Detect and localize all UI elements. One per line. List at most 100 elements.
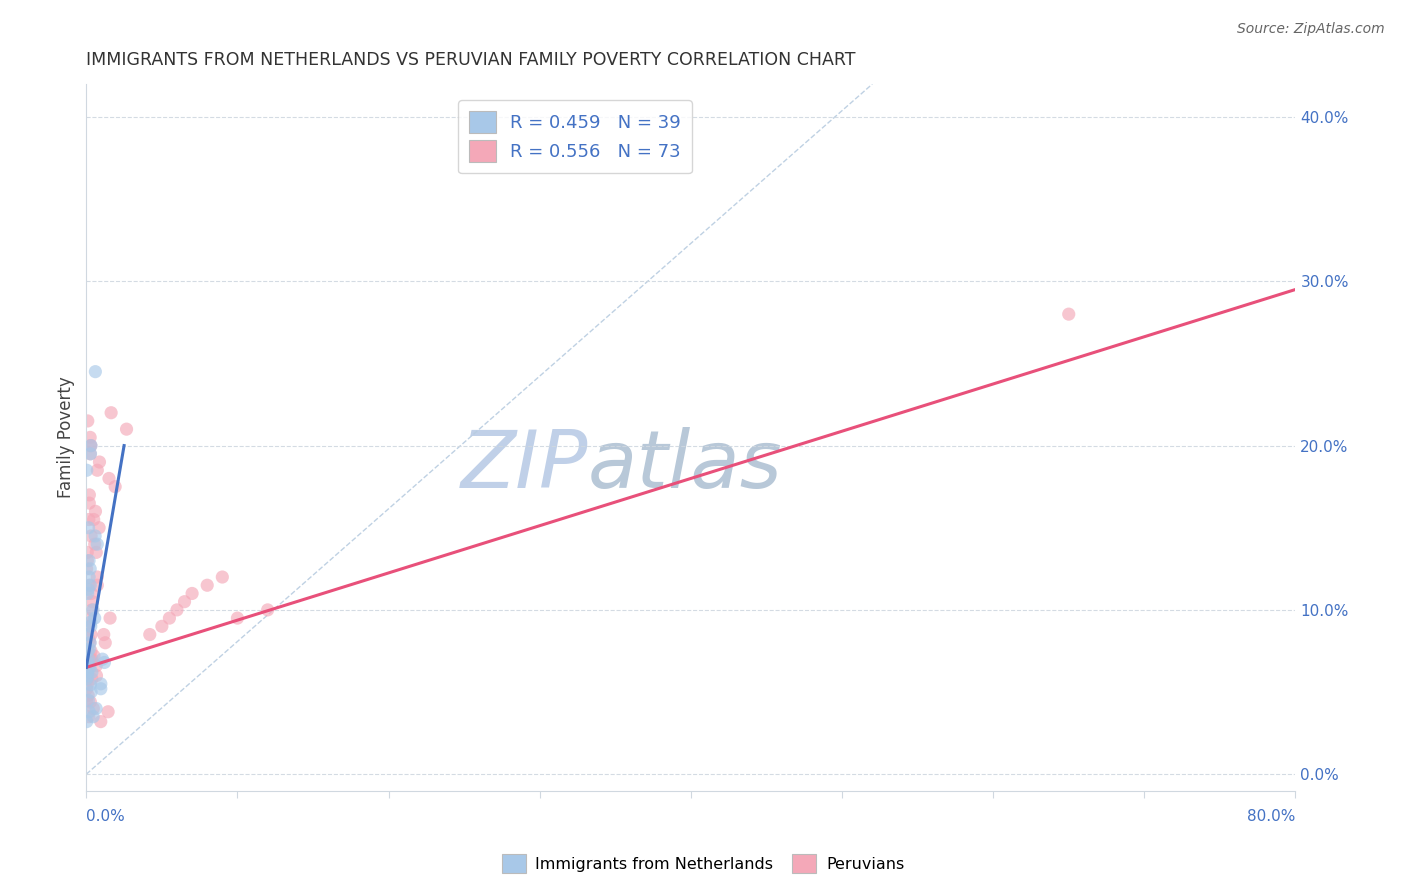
Point (83, 611, 105, 625)
Point (80, 652, 103, 666)
Point (104, 480, 127, 494)
Point (79, 430, 101, 444)
Point (80, 644, 103, 658)
Point (80, 529, 103, 543)
Point (93, 656, 115, 670)
Point (83, 537, 105, 551)
Point (77, 512, 100, 526)
Point (80, 586, 103, 600)
Point (77, 582, 100, 597)
Point (77, 553, 100, 567)
Point (76, 672, 98, 686)
Point (86, 668, 108, 682)
Point (115, 422, 138, 436)
Point (79, 447, 101, 461)
Point (79, 652, 101, 666)
Point (79, 636, 101, 650)
Text: IMMIGRANTS FROM NETHERLANDS VS PERUVIAN FAMILY POVERTY CORRELATION CHART: IMMIGRANTS FROM NETHERLANDS VS PERUVIAN … (86, 51, 856, 69)
Point (79, 660, 101, 674)
Point (76, 677, 98, 691)
Text: atlas: atlas (588, 426, 783, 505)
Point (77, 570, 100, 584)
Point (157, 611, 180, 625)
Point (76, 693, 98, 707)
Point (86, 578, 108, 592)
Point (83, 512, 105, 526)
Point (76, 681, 98, 696)
Point (79, 488, 101, 502)
Point (98, 471, 121, 485)
Point (86, 537, 108, 551)
Point (80, 619, 103, 633)
Point (181, 586, 204, 600)
Point (87, 521, 110, 535)
Point (80, 439, 103, 453)
Point (80, 603, 103, 617)
Point (100, 406, 122, 420)
Point (90, 681, 112, 696)
Point (76, 655, 98, 669)
Point (76, 553, 98, 567)
Point (82, 595, 104, 609)
Point (84, 701, 107, 715)
Point (76, 463, 98, 477)
Point (76, 714, 98, 729)
Point (77, 705, 100, 719)
Point (90, 677, 112, 691)
Point (76, 644, 98, 658)
Point (195, 578, 218, 592)
Point (77, 660, 100, 674)
Point (79, 642, 101, 657)
Point (76, 619, 98, 633)
Point (256, 603, 278, 617)
Point (76, 586, 98, 600)
Point (76, 668, 98, 682)
Text: ZIP: ZIP (461, 426, 588, 505)
Point (150, 619, 173, 633)
Point (76, 672, 98, 686)
Point (1057, 307, 1080, 321)
Point (76, 665, 98, 680)
Point (76, 545, 98, 559)
Point (82, 701, 104, 715)
Point (84, 658, 107, 673)
Point (77, 521, 100, 535)
Point (84, 545, 107, 559)
Point (77, 632, 100, 647)
Point (93, 627, 115, 641)
Y-axis label: Family Poverty: Family Poverty (58, 376, 75, 499)
Legend: R = 0.459   N = 39, R = 0.556   N = 73: R = 0.459 N = 39, R = 0.556 N = 73 (458, 100, 692, 173)
Point (86, 570, 108, 584)
Point (82, 603, 104, 617)
Point (77, 709, 100, 723)
Text: 0.0%: 0.0% (86, 809, 125, 824)
Point (89, 455, 111, 469)
Point (76, 627, 98, 641)
Point (77, 578, 100, 592)
Point (76, 562, 98, 576)
Legend: Immigrants from Netherlands, Peruvians: Immigrants from Netherlands, Peruvians (495, 847, 911, 880)
Point (226, 611, 249, 625)
Point (79, 678, 101, 692)
Point (76, 656, 98, 670)
Point (79, 578, 101, 592)
Point (76, 611, 98, 625)
Point (90, 714, 112, 729)
Point (76, 639, 98, 653)
Point (91, 652, 114, 666)
Point (79, 447, 101, 461)
Point (76, 414, 98, 428)
Point (84, 529, 107, 543)
Point (80, 615, 103, 629)
Text: Source: ZipAtlas.com: Source: ZipAtlas.com (1237, 22, 1385, 37)
Point (82, 709, 104, 723)
Point (77, 693, 100, 707)
Point (86, 463, 108, 477)
Point (79, 636, 101, 650)
Point (97, 705, 120, 719)
Point (173, 595, 195, 609)
Point (79, 496, 101, 510)
Point (80, 685, 103, 699)
Point (84, 504, 107, 518)
Point (84, 365, 107, 379)
